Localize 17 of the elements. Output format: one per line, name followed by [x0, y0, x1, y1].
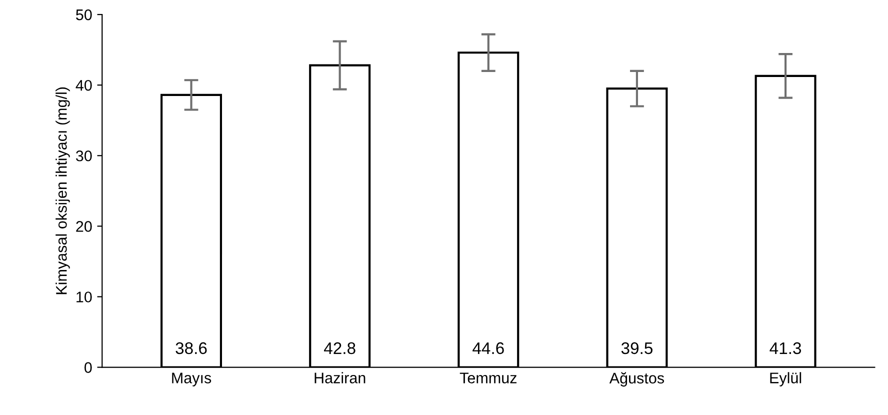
data-label: 44.6 — [472, 342, 504, 354]
y-tick-label: 10 — [76, 292, 92, 302]
data-label: 39.5 — [621, 342, 652, 354]
y-tick-label: 0 — [84, 362, 92, 373]
y-tick-label: 40 — [76, 80, 92, 91]
data-label: 38.6 — [176, 342, 207, 354]
y-tick-label: 50 — [76, 9, 92, 20]
y-axis-title: Kimyasal oksijen ihtiyacı (mg/l) — [56, 87, 70, 294]
y-tick-label: 30 — [76, 150, 92, 162]
data-label: 41.3 — [770, 342, 802, 354]
x-tick-label: Haziran — [314, 372, 366, 384]
x-tick-label: Ağustos — [609, 372, 664, 387]
x-tick-label: Mayıs — [172, 372, 212, 386]
data-label: 42.8 — [324, 342, 356, 354]
x-tick-label: Eylül — [770, 372, 802, 386]
y-tick-label: 20 — [76, 221, 92, 232]
x-tick-label: Temmuz — [460, 372, 516, 384]
